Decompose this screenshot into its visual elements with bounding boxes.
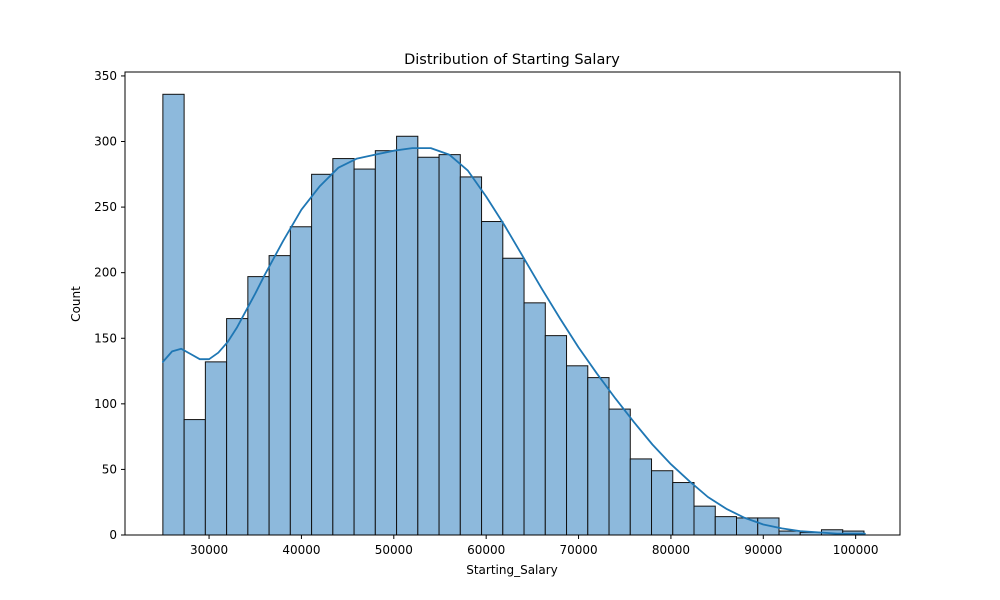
x-tick-label: 70000 (559, 543, 597, 557)
y-tick-label: 300 (94, 135, 117, 149)
histogram-bar (353, 168, 376, 536)
y-tick-label: 100 (94, 397, 117, 411)
x-tick-label: 30000 (190, 543, 228, 557)
bars-layer (162, 93, 865, 536)
histogram-bar (566, 365, 589, 536)
kde-layer (161, 147, 866, 535)
histogram-bar (608, 408, 631, 536)
y-tick-label: 150 (94, 331, 117, 345)
axes-layer (124, 71, 901, 536)
histogram-bar (204, 361, 228, 536)
histogram-bar (374, 150, 398, 536)
x-tick-label: 60000 (467, 543, 505, 557)
histogram-bar (268, 255, 291, 536)
histogram-bar (481, 221, 504, 536)
histogram-bar (311, 173, 334, 536)
x-tick-label: 40000 (282, 543, 320, 557)
histogram-bar (417, 156, 440, 536)
histogram-bar (587, 377, 610, 536)
x-axis-title: Starting_Salary (466, 563, 558, 577)
histogram-bar (183, 419, 206, 536)
y-tick-label: 250 (94, 200, 117, 214)
y-tick-label: 50 (102, 462, 117, 476)
histogram-bar (289, 226, 313, 536)
histogram-bar (396, 135, 419, 536)
x-tick-label: 50000 (375, 543, 413, 557)
histogram-bar (651, 470, 674, 536)
histogram-bar (332, 158, 355, 536)
histogram-bar (714, 516, 738, 536)
histogram-bar (459, 176, 483, 536)
histogram-bar (226, 318, 249, 536)
x-tick-label: 100000 (833, 543, 879, 557)
y-tick-label: 0 (109, 528, 117, 542)
histogram-bar (162, 93, 185, 536)
histogram-bar (672, 482, 695, 536)
histogram-bar (778, 530, 801, 536)
y-axis-title: Count (69, 286, 83, 322)
plot-frame (124, 71, 901, 536)
histogram-bar (438, 154, 461, 536)
histogram-bar (693, 505, 716, 536)
histogram-bar (544, 335, 568, 536)
kde-line (161, 147, 866, 535)
y-tick-label: 350 (94, 69, 117, 83)
histogram-bar (523, 302, 546, 536)
histogram-bar (247, 276, 270, 536)
y-tick-label: 200 (94, 266, 117, 280)
chart-title: Distribution of Starting Salary (404, 52, 620, 68)
x-tick-label: 80000 (652, 543, 690, 557)
histogram-bar (502, 257, 525, 536)
histogram-bar (629, 458, 653, 536)
ticks-layer: 30000 40000 50000 60000 70000 80000 90000 10000… (94, 69, 878, 557)
x-tick-label: 90000 (744, 543, 782, 557)
